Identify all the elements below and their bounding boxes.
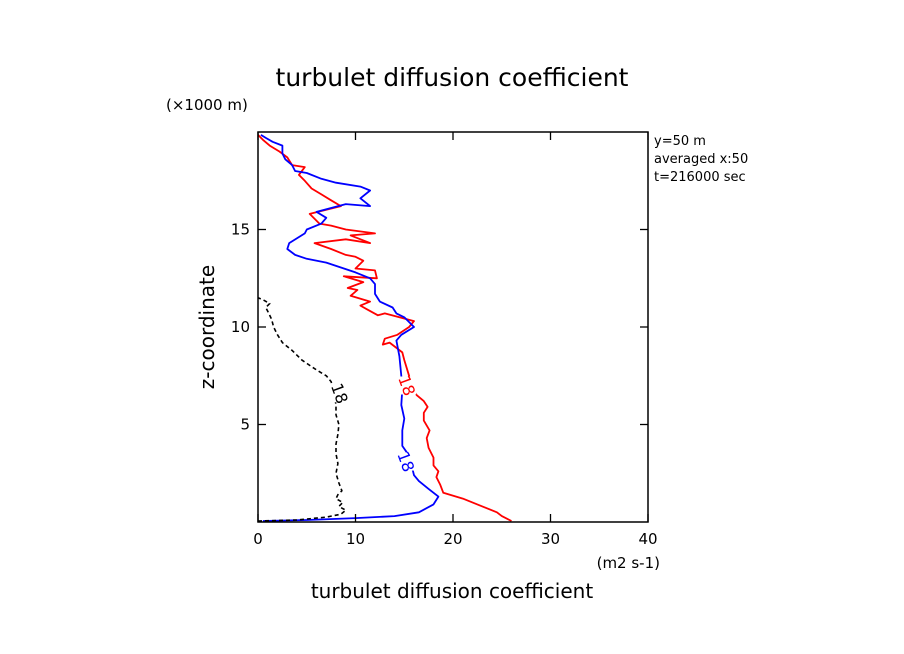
chart-title: turbulet diffusion coefficient [276,63,629,92]
x-tick-label: 0 [253,530,263,548]
x-tick-label: 30 [541,530,560,548]
contour-label-bg-0 [398,376,417,395]
x-tick-label: 10 [346,530,365,548]
series-line-0 [258,134,512,522]
info-line-y: y=50 m [654,134,706,149]
info-line-averaged: averaged x:50 [654,152,748,167]
info-line-time: t=216000 sec [654,170,746,185]
y-axis-label: z-coordinate [195,265,219,389]
y-tick-label: 5 [240,416,250,434]
contour-label-bg-2 [330,384,349,403]
series-layer [258,134,512,522]
y-tick-label: 15 [231,221,250,239]
x-unit: (m2 s-1) [597,554,660,572]
series-line-2 [258,297,347,522]
x-tick-label: 40 [638,530,657,548]
series-line-1 [260,134,440,522]
y-tick-label: 10 [231,318,250,336]
contour-label-bg-1 [397,452,416,471]
x-axis-label: turbulet diffusion coefficient [311,579,594,603]
x-tick-label: 20 [443,530,462,548]
axis-ticks: 0 10 20 30 40 5 10 15 [231,132,658,548]
info-panel: y=50 m averaged x:50 t=216000 sec [654,134,748,185]
y-unit: (×1000 m) [166,96,248,114]
